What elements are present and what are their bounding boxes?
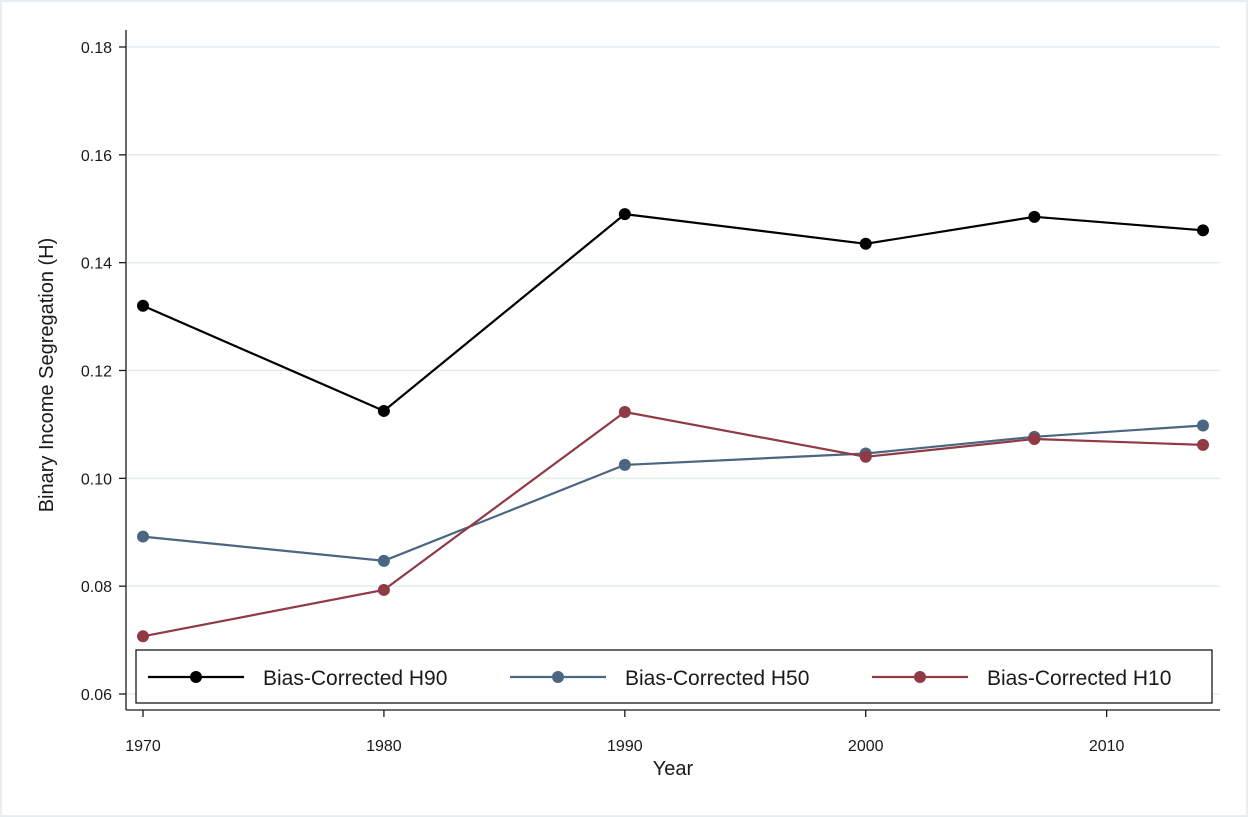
data-point: [618, 458, 631, 471]
x-tick-label: 1980: [366, 738, 402, 755]
data-point: [1197, 419, 1209, 432]
legend-label: Bias-Corrected H50: [625, 667, 809, 690]
data-point: [859, 450, 872, 463]
y-tick-label: 0.06: [81, 687, 112, 704]
x-tick-label: 1970: [125, 738, 161, 755]
legend-entry: Bias-Corrected H10: [872, 667, 1171, 690]
y-tick-label: 0.18: [81, 40, 112, 57]
series-line: [142, 424, 1204, 562]
series-line: [142, 213, 1204, 412]
axis-ticks: 0.06 0.08 0.10 0.12 0.14 0.16 0.18 1970 1980 1990…: [81, 40, 1125, 755]
data-point: [618, 208, 631, 221]
series-3: [137, 406, 1209, 643]
y-tick-label: 0.14: [81, 256, 112, 273]
series-line: [142, 410, 1204, 638]
data-point: [137, 530, 149, 543]
data-point: [377, 404, 390, 417]
data-point: [1197, 438, 1209, 451]
legend-marker: [552, 671, 564, 683]
data-point: [1197, 224, 1209, 237]
legend-label: Bias-Corrected H90: [263, 667, 447, 690]
data-point: [1028, 210, 1041, 223]
y-tick-label: 0.16: [81, 148, 112, 165]
legend-label: Bias-Corrected H10: [987, 667, 1171, 690]
data-point: [377, 583, 390, 596]
legend-marker: [914, 671, 926, 683]
data-point: [1028, 432, 1041, 445]
legend: Bias-Corrected H90 Bias-Corrected H50 Bias…: [135, 649, 1213, 704]
x-axis-title: Year: [653, 758, 694, 780]
y-tick-label: 0.10: [81, 471, 112, 488]
legend-entry: Bias-Corrected H90: [148, 667, 447, 690]
x-tick-label: 2000: [848, 738, 884, 755]
legend-marker: [190, 671, 202, 683]
data-point: [618, 406, 631, 419]
y-tick-label: 0.08: [81, 579, 112, 596]
x-tick-label: 2010: [1089, 738, 1125, 755]
x-tick-label: 1990: [607, 738, 643, 755]
legend-box: [135, 649, 1213, 704]
legend-entry: Bias-Corrected H50: [510, 667, 809, 690]
data-point: [377, 554, 390, 567]
data-point: [137, 299, 149, 312]
data-point: [859, 237, 872, 250]
y-tick-label: 0.12: [81, 364, 112, 381]
data-point: [137, 630, 149, 643]
y-axis-title: Binary Income Segregation (H): [36, 238, 58, 513]
series-1: [137, 208, 1209, 417]
series-lines: [137, 208, 1209, 643]
